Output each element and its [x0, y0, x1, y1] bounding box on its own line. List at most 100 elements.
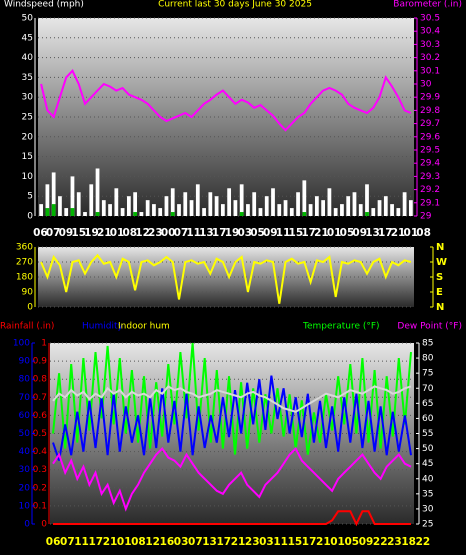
x-tick-label: 07 [188, 536, 203, 548]
x-tick-label: 03 [237, 227, 252, 239]
series-label: Humidity [82, 322, 123, 332]
bar [239, 212, 244, 216]
bar [64, 208, 69, 216]
bar [214, 196, 219, 216]
tick-label: 40 [22, 53, 34, 63]
tick-label: 0.5 [33, 429, 47, 439]
tick-label: W [436, 257, 447, 268]
x-tick-label: 03 [174, 536, 189, 548]
tick-label: 29 [420, 212, 432, 222]
tick-label: 0.6 [33, 411, 48, 421]
x-tick-label: 15 [289, 227, 304, 239]
bar [246, 204, 250, 216]
x-tick-label: 11 [276, 227, 291, 239]
bar [95, 212, 100, 216]
bar [302, 212, 307, 216]
series-line [40, 69, 412, 132]
tick-label: 0.9 [33, 357, 48, 367]
bar [89, 184, 94, 216]
bar [208, 192, 213, 216]
tick-label: E [436, 287, 443, 298]
bar [120, 208, 125, 216]
bar [258, 208, 263, 216]
bar [95, 168, 100, 216]
bar [302, 180, 307, 216]
bar [139, 212, 144, 216]
bar [164, 196, 169, 216]
bar [352, 192, 357, 216]
bar [145, 200, 150, 216]
x-tick-label: 17 [216, 536, 231, 548]
bar [220, 204, 225, 216]
tick-label: 80 [422, 354, 434, 364]
x-tick-label: 09 [359, 536, 374, 548]
x-tick-label: 01 [330, 536, 345, 548]
x-tick-label: 17 [88, 536, 103, 548]
tick-label: 85 [422, 339, 433, 349]
tick-label: 90 [22, 288, 34, 298]
tick-label: 30.1 [420, 66, 440, 76]
tick-label: 29.4 [420, 159, 440, 169]
x-tick-label: 22 [416, 536, 431, 548]
tick-label: 0.8 [33, 375, 48, 385]
bar [114, 188, 119, 216]
tick-label: 0.1 [33, 501, 47, 511]
x-tick-label: 01 [110, 227, 125, 239]
x-tick-label: 08 [122, 227, 137, 239]
x-tick-label: 21 [391, 227, 406, 239]
bar [70, 176, 75, 216]
bar [45, 184, 50, 216]
tick-label: 30.3 [420, 40, 440, 50]
x-tick-label: 11 [74, 536, 89, 548]
bar [83, 212, 87, 216]
bar [101, 200, 106, 216]
tick-label: 29.2 [420, 185, 440, 195]
x-tick-label: 15 [71, 227, 86, 239]
bar [239, 184, 244, 216]
bar [195, 184, 200, 216]
tick-label: 29.7 [420, 119, 440, 129]
x-tick-label: 21 [97, 227, 112, 239]
bar [108, 204, 112, 216]
x-tick-label: 09 [263, 227, 278, 239]
x-tick-label: 08 [131, 536, 146, 548]
tick-label: 0 [41, 520, 47, 530]
tick-label: 30 [422, 504, 434, 514]
x-tick-label: 08 [416, 227, 431, 239]
tick-label: 180 [16, 273, 33, 283]
x-tick-label: 05 [250, 227, 265, 239]
tick-label: 30.5 [420, 14, 440, 24]
bar [252, 192, 257, 216]
x-tick-label: 17 [302, 536, 317, 548]
series-label: Barometer (.in) [393, 0, 462, 10]
bar [202, 208, 206, 216]
tick-label: 0 [27, 303, 33, 313]
x-tick-label: 03 [259, 536, 274, 548]
tick-label: 20 [22, 132, 34, 142]
bar [183, 192, 188, 216]
bar [70, 208, 75, 216]
tick-label: 0.2 [33, 483, 47, 493]
bar [377, 200, 382, 216]
series-label: Indoor hum [118, 322, 170, 332]
x-tick-label: 16 [160, 536, 175, 548]
bar [383, 196, 388, 216]
x-tick-label: 18 [401, 536, 416, 548]
tick-label: 30 [420, 80, 432, 90]
tick-label: 40 [19, 447, 31, 457]
x-tick-label: 00 [161, 227, 176, 239]
x-tick-label: 21 [316, 536, 331, 548]
tick-label: 25 [22, 113, 33, 123]
tick-label: 100 [13, 339, 30, 349]
bar [277, 204, 282, 216]
x-tick-label: 05 [340, 227, 355, 239]
x-tick-label: 17 [212, 227, 227, 239]
bar [321, 200, 326, 216]
tick-label: 30.2 [420, 53, 440, 63]
bar [58, 196, 62, 216]
tick-label: 1 [41, 339, 47, 349]
x-tick-label: 05 [344, 536, 359, 548]
tick-label: 0.7 [33, 393, 47, 403]
x-tick-label: 13 [365, 227, 380, 239]
